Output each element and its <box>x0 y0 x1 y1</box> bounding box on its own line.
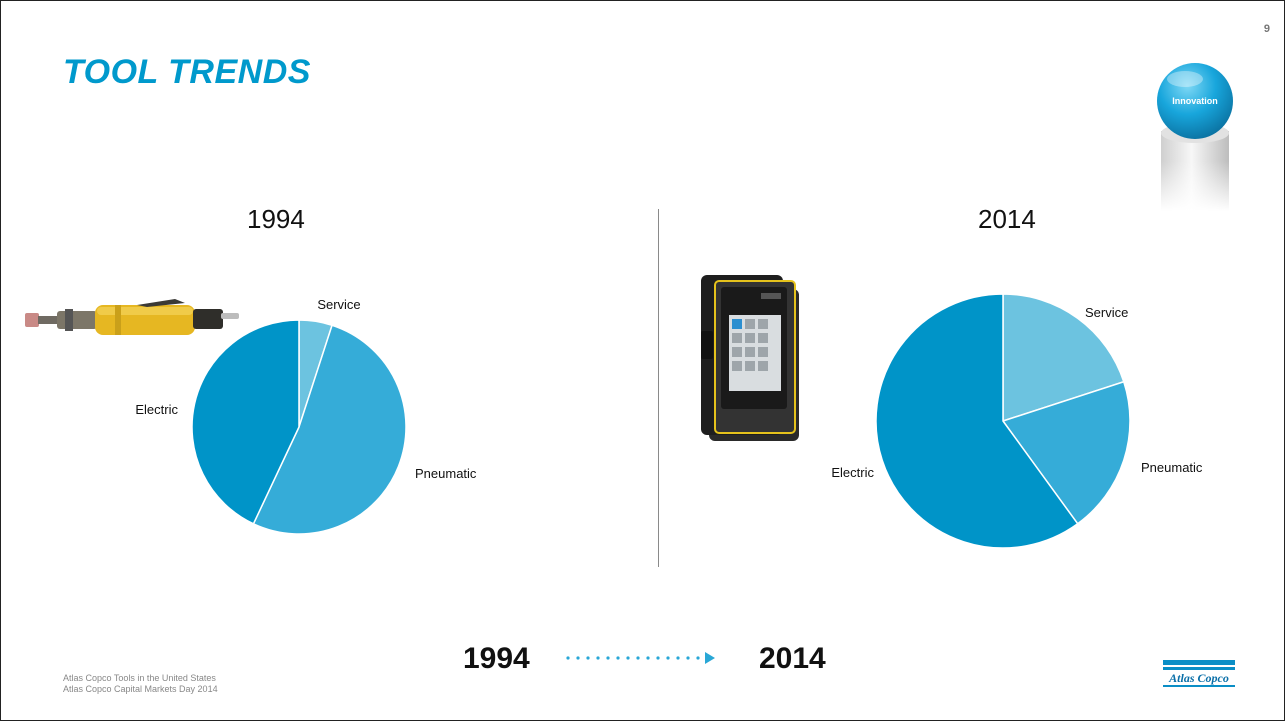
timeline-dots <box>566 656 700 660</box>
slice-label-1994-pneumatic: Pneumatic <box>415 466 477 481</box>
footer-line-2: Atlas Copco Capital Markets Day 2014 <box>63 684 218 694</box>
controller-image <box>701 275 799 441</box>
chart-title-1994: 1994 <box>247 204 305 234</box>
footer: Atlas Copco Tools in the United States A… <box>63 673 218 695</box>
slice-label-1994-service: Service <box>317 297 360 312</box>
atlas-copco-logo: Atlas Copco <box>1163 660 1235 687</box>
pie-slice-2014-service <box>1002 293 1125 423</box>
slice-label-2014-electric: Electric <box>831 465 874 480</box>
pie-chart-1994: Service Pneumatic Electric <box>135 297 477 535</box>
logo-text: Atlas Copco <box>1168 671 1229 685</box>
page-number: 9 <box>1263 23 1270 35</box>
innovation-badge-icon: Innovation <box>1157 63 1233 211</box>
slice-label-2014-service: Service <box>1085 305 1128 320</box>
timeline: 1994 2014 <box>463 642 826 675</box>
pie-slice-1994-pneumatic <box>252 324 407 535</box>
footer-line-1: Atlas Copco Tools in the United States <box>63 673 216 683</box>
timeline-from: 1994 <box>463 642 530 675</box>
pie-chart-2014: Service Pneumatic Electric <box>831 293 1203 549</box>
slice-label-2014-pneumatic: Pneumatic <box>1141 460 1203 475</box>
pneumatic-tool-image <box>25 299 239 335</box>
badge-label: Innovation <box>1172 96 1218 106</box>
timeline-to: 2014 <box>759 642 826 675</box>
slice-label-1994-electric: Electric <box>135 402 178 417</box>
chart-title-2014: 2014 <box>978 204 1036 234</box>
pie-slice-2014-pneumatic <box>1001 380 1131 525</box>
vertical-divider <box>658 209 659 567</box>
arrow-right-icon <box>705 652 715 664</box>
pie-slice-2014-electric <box>875 293 1079 549</box>
page-title: TOOL TRENDS <box>63 53 311 91</box>
pie-slice-1994-electric <box>191 319 300 525</box>
